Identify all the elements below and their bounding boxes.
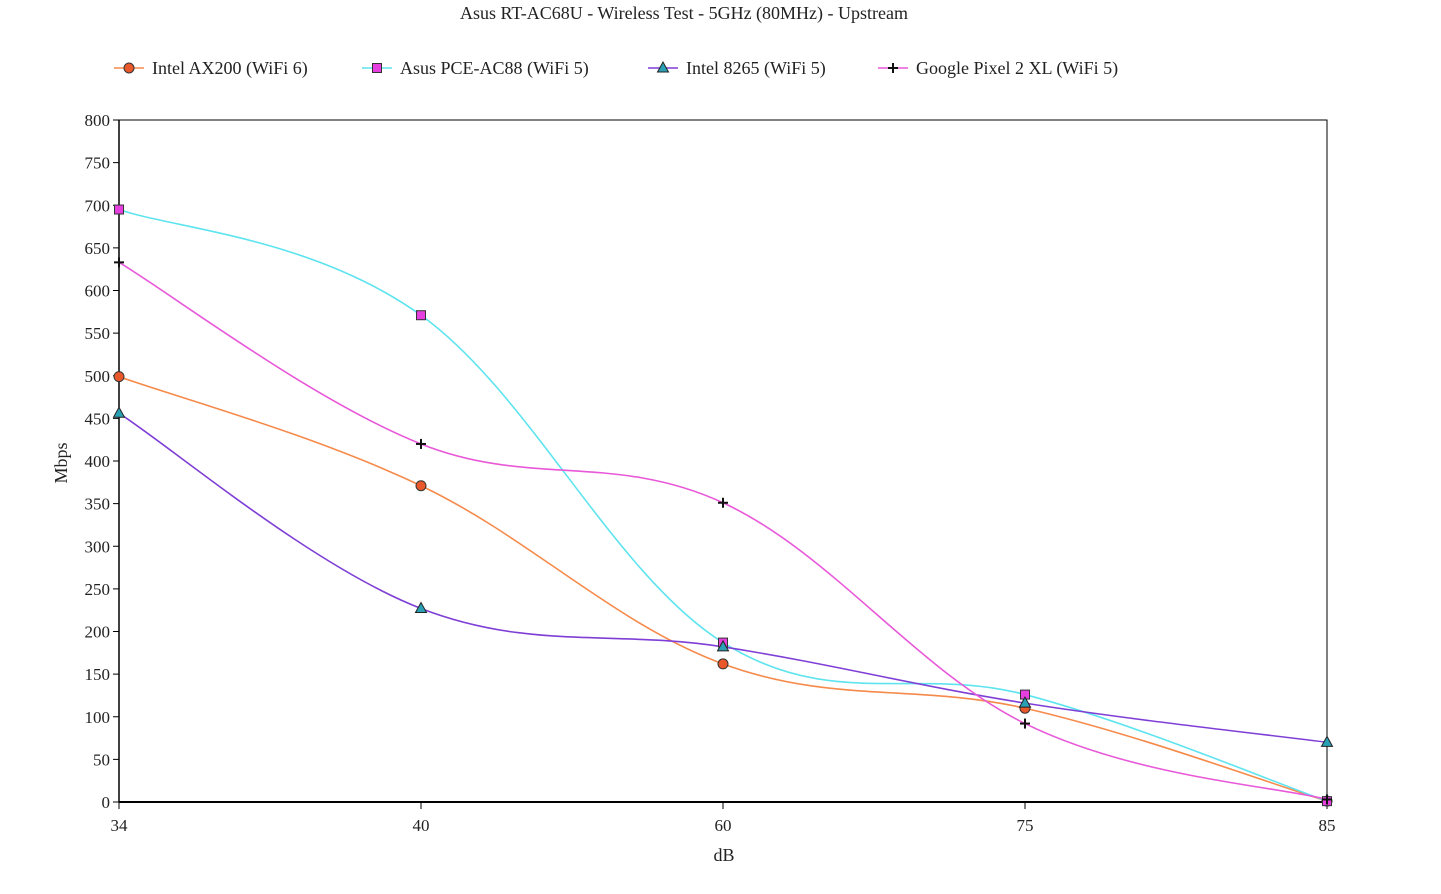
y-tick-label: 150 [85, 665, 111, 684]
series-line-1 [118, 208, 1328, 802]
series-markers [112, 204, 1334, 807]
data-point-s0-1 [415, 480, 427, 492]
data-point-s2-2 [716, 639, 730, 652]
data-point-s3-0 [114, 257, 124, 268]
x-tick-label: 85 [1319, 816, 1336, 835]
y-tick-label: 550 [85, 324, 111, 343]
y-tick-label: 800 [85, 111, 111, 130]
y-tick-label: 250 [85, 580, 111, 599]
x-tick-label: 60 [715, 816, 732, 835]
data-point-s0-0 [113, 371, 125, 383]
legend-marker-0 [123, 62, 135, 74]
data-point-s1-0 [114, 204, 124, 215]
legend: Intel AX200 (WiFi 6) Asus PCE-AC88 (WiFi … [114, 58, 1118, 79]
legend-marker-2 [656, 60, 670, 73]
legend-label-1: Asus PCE-AC88 (WiFi 5) [400, 58, 589, 79]
y-tick-label: 50 [93, 750, 110, 769]
y-tick-label: 400 [85, 452, 111, 471]
data-point-s3-4 [1322, 794, 1332, 805]
legend-label-3: Google Pixel 2 XL (WiFi 5) [916, 58, 1118, 79]
legend-marker-3 [888, 63, 898, 73]
data-point-s0-2 [717, 658, 729, 670]
legend-label-2: Intel 8265 (WiFi 5) [686, 58, 826, 79]
x-tick-label: 34 [111, 816, 129, 835]
y-tick-label: 600 [85, 282, 111, 301]
y-tick-label: 750 [85, 154, 111, 173]
y-tick-label: 0 [102, 793, 111, 812]
y-tick-label: 450 [85, 409, 111, 428]
y-axis-label: Mbps [51, 442, 71, 483]
data-point-s2-3 [1018, 696, 1032, 708]
plot-frame [118, 119, 1328, 803]
y-tick-label: 300 [85, 537, 111, 556]
x-tick-label: 40 [413, 816, 430, 835]
data-point-s3-1 [416, 438, 426, 449]
series-line-3 [118, 261, 1328, 801]
data-point-s3-2 [718, 497, 728, 508]
legend-marker-1 [372, 63, 382, 73]
chart-title: Asus RT-AC68U - Wireless Test - 5GHz (80… [460, 3, 908, 24]
data-point-s2-4 [1320, 735, 1334, 747]
legend-label-0: Intel AX200 (WiFi 6) [152, 58, 308, 79]
x-axis-label: dB [713, 845, 734, 865]
series-line-0 [118, 375, 1328, 802]
data-point-s1-1 [416, 310, 426, 321]
data-point-s2-0 [112, 406, 126, 418]
axes: 0 50 100 150 200 250 300 350 400 450 500 550 600 650 7… [85, 111, 1336, 835]
series-line-2 [118, 412, 1328, 744]
y-tick-label: 350 [85, 495, 111, 514]
y-tick-label: 700 [85, 196, 111, 215]
y-tick-label: 100 [85, 708, 111, 727]
y-tick-label: 650 [85, 239, 111, 258]
data-point-s2-1 [414, 601, 428, 613]
data-point-s3-3 [1020, 718, 1030, 729]
y-tick-label: 200 [85, 623, 111, 642]
x-tick-label: 75 [1017, 816, 1034, 835]
y-tick-label: 500 [85, 367, 111, 386]
